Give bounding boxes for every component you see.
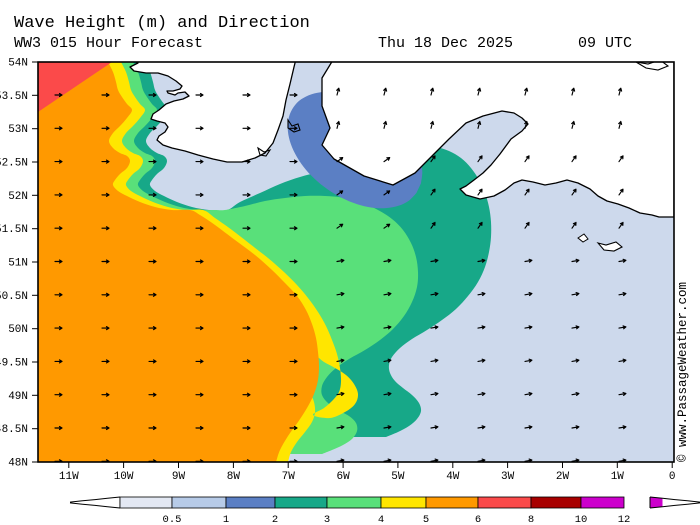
svg-text:6W: 6W [336,471,350,483]
svg-text:© www.PassageWeather.com: © www.PassageWeather.com [676,282,690,462]
svg-text:12: 12 [618,514,631,525]
svg-text:0.5: 0.5 [163,514,182,525]
svg-text:54N: 54N [8,58,28,70]
svg-text:50.5N: 50.5N [0,291,28,303]
svg-text:53.5N: 53.5N [0,91,28,103]
svg-text:52N: 52N [8,191,28,203]
svg-text:8W: 8W [227,471,241,483]
svg-text:11W: 11W [59,471,79,483]
svg-text:7W: 7W [282,471,296,483]
svg-text:49.5N: 49.5N [0,358,28,370]
svg-text:2W: 2W [556,471,570,483]
svg-text:5W: 5W [391,471,405,483]
svg-text:8: 8 [528,514,534,525]
svg-text:9W: 9W [172,471,186,483]
svg-text:10W: 10W [114,471,134,483]
svg-text:4: 4 [378,514,384,525]
svg-text:4W: 4W [446,471,460,483]
svg-text:0: 0 [669,471,676,483]
svg-text:2: 2 [272,514,278,525]
svg-text:50N: 50N [8,324,28,336]
svg-text:Wave Height (m) and Direction: Wave Height (m) and Direction [14,14,310,33]
svg-text:3W: 3W [501,471,515,483]
svg-text:3: 3 [324,514,330,525]
svg-text:51N: 51N [8,258,28,270]
svg-text:53N: 53N [8,124,28,136]
svg-text:51.5N: 51.5N [0,224,28,236]
svg-text:6: 6 [475,514,481,525]
svg-text:WW3 015 Hour Forecast: WW3 015 Hour Forecast [14,35,203,52]
svg-text:49N: 49N [8,391,28,403]
svg-text:1W: 1W [611,471,625,483]
svg-text:09 UTC: 09 UTC [578,35,632,52]
svg-text:Thu 18 Dec 2025: Thu 18 Dec 2025 [378,35,513,52]
svg-text:1: 1 [223,514,229,525]
svg-text:52.5N: 52.5N [0,158,28,170]
svg-text:48N: 48N [8,458,28,470]
svg-text:5: 5 [423,514,429,525]
svg-text:48.5N: 48.5N [0,424,28,436]
svg-text:10: 10 [575,514,588,525]
